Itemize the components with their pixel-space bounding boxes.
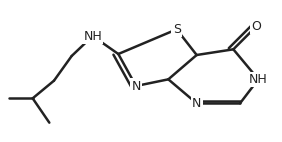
Text: S: S (173, 23, 181, 36)
Text: N: N (192, 97, 201, 110)
Text: N: N (131, 80, 141, 92)
Text: NH: NH (83, 30, 102, 42)
Text: O: O (252, 19, 262, 33)
Text: NH: NH (249, 73, 268, 86)
